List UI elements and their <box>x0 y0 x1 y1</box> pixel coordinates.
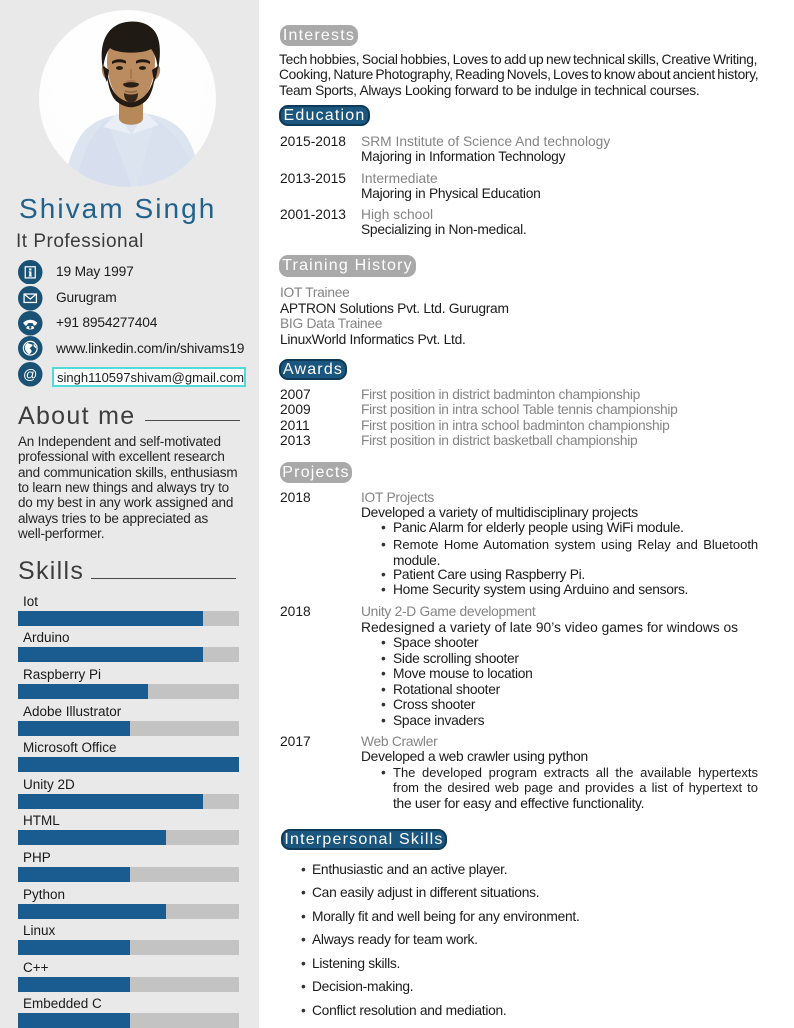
svg-text:@: @ <box>23 367 37 383</box>
